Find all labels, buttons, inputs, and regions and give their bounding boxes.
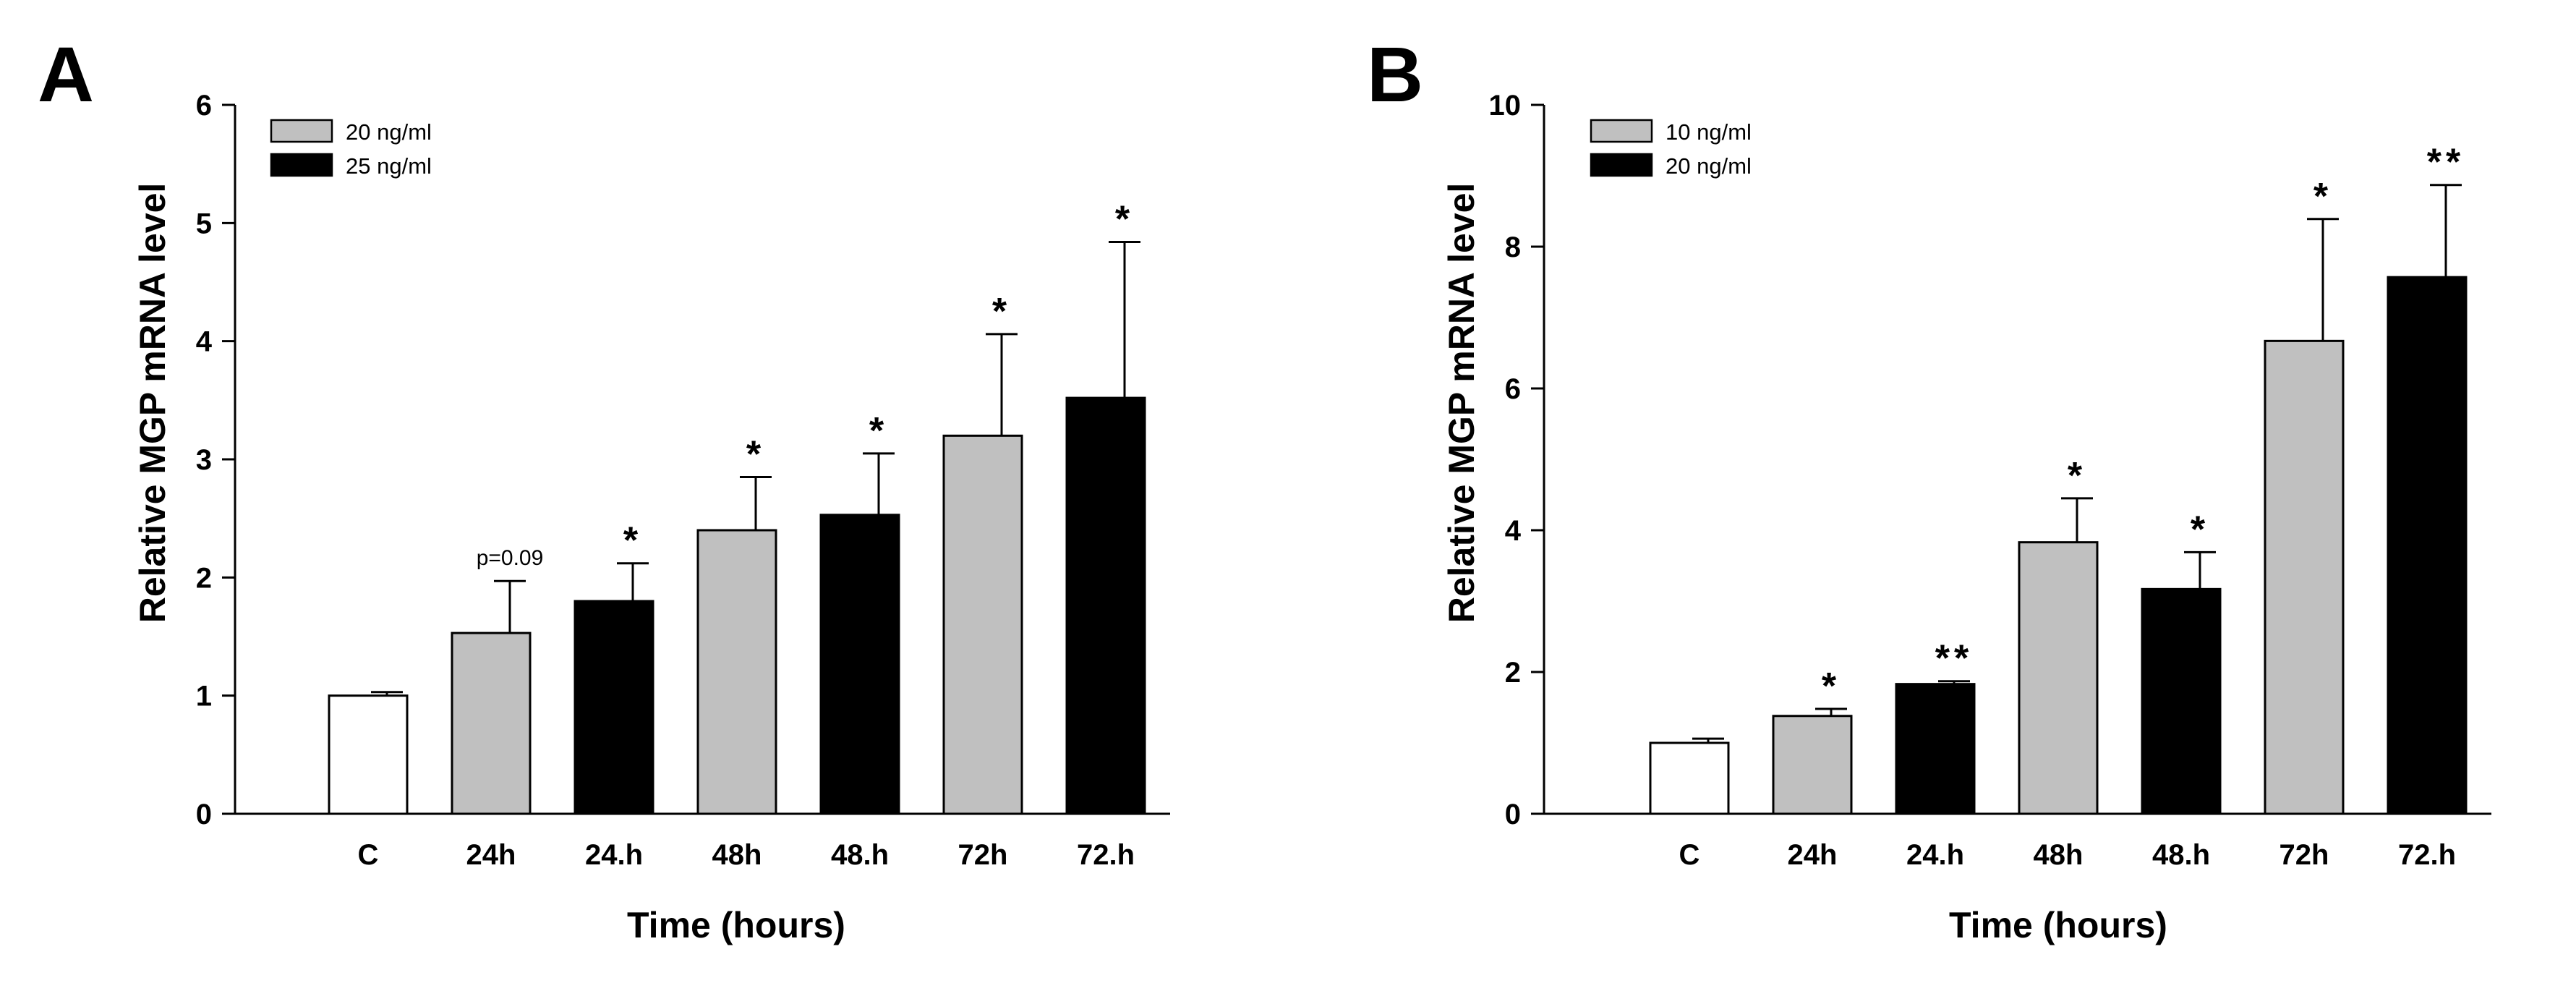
bar-48-doth <box>2141 587 2222 815</box>
bar-72h <box>942 434 1023 815</box>
legend-swatch <box>270 119 333 143</box>
panel-a-y-axis-title: Relative MGP mRNA level <box>132 183 173 624</box>
panel-a-plot-area: Cp=0.09 24h * 24.h * 48h * 48.h * 72h * 72.h 0 1 2 3 4 5 6… <box>196 90 1170 871</box>
legend-swatch <box>270 153 333 177</box>
significance-marker: * <box>992 291 1011 333</box>
x-tick-label: 48.h <box>2152 839 2210 871</box>
y-tick-label: 3 <box>196 444 212 476</box>
x-tick-label: 24.h <box>1906 839 1964 871</box>
significance-marker: ** <box>1935 638 1973 680</box>
y-tick-label: 0 <box>1505 799 1521 830</box>
x-tick-label: 48h <box>712 839 762 871</box>
panel-b-plot-area: C * 24h ** 24.h * 48h * 48.h * 72h ** 72.h 0 2 4 6 8 10 10 … <box>1489 90 2491 871</box>
panel-a-x-axis-title: Time (hours) <box>627 905 845 945</box>
x-tick-label: 72h <box>2279 839 2329 871</box>
significance-marker: * <box>2313 176 2332 218</box>
x-tick-label: 72.h <box>2398 839 2456 871</box>
bar-48h <box>696 529 777 815</box>
legend-label: 25 ng/ml <box>346 153 432 179</box>
significance-marker: ** <box>2427 142 2465 184</box>
legend-swatch <box>1590 153 1653 177</box>
bar-24-doth <box>573 600 654 815</box>
significance-marker: * <box>2068 455 2086 497</box>
bar-48h <box>2018 541 2099 815</box>
y-tick-label: 4 <box>196 326 213 358</box>
significance-marker: * <box>623 520 642 562</box>
x-tick-label: 48.h <box>831 839 889 871</box>
legend-label: 20 ng/ml <box>346 119 432 145</box>
bar-24-doth <box>1895 683 1976 815</box>
y-tick-label: 10 <box>1489 90 1522 122</box>
panel-b-y-axis-title: Relative MGP mRNA level <box>1441 183 1482 624</box>
x-tick-label: 72h <box>958 839 1008 871</box>
bar-72-doth <box>2387 276 2468 815</box>
panel-b: B Relative MGP mRNA level Time (hours) C… <box>1367 30 2491 945</box>
x-tick-label: 24h <box>1788 839 1838 871</box>
significance-marker: * <box>1822 665 1841 707</box>
panel-b-letter: B <box>1367 30 1423 118</box>
y-tick-label: 6 <box>1505 373 1521 405</box>
bar-C <box>328 694 409 815</box>
panel-a: A Relative MGP mRNA level Time (hours) C… <box>38 30 1170 945</box>
bar-24h <box>451 631 532 815</box>
x-tick-label: C <box>1679 839 1700 871</box>
p-value-label: p=0.09 <box>477 546 544 570</box>
legend-label: 20 ng/ml <box>1666 153 1752 179</box>
y-tick-label: 5 <box>196 208 212 239</box>
bar-24h <box>1772 715 1853 815</box>
bar-48-doth <box>819 514 900 815</box>
y-tick-label: 6 <box>196 90 212 122</box>
x-tick-label: 24h <box>466 839 516 871</box>
x-tick-label: 72.h <box>1077 839 1135 871</box>
bar-C <box>1649 741 1730 815</box>
significance-marker: * <box>869 410 888 452</box>
legend-swatch <box>1590 119 1653 143</box>
panel-a-letter: A <box>38 30 94 118</box>
significance-marker: * <box>746 434 765 476</box>
x-tick-label: C <box>358 839 379 871</box>
y-tick-label: 0 <box>196 799 212 830</box>
significance-marker: * <box>1115 198 1134 240</box>
panel-b-x-axis-title: Time (hours) <box>1949 905 2167 945</box>
y-tick-label: 8 <box>1505 231 1521 263</box>
legend-label: 10 ng/ml <box>1666 119 1752 145</box>
y-tick-label: 1 <box>196 681 212 713</box>
x-tick-label: 48h <box>2034 839 2084 871</box>
significance-marker: * <box>2191 509 2209 550</box>
y-tick-label: 2 <box>196 562 212 594</box>
y-tick-label: 4 <box>1505 515 1522 547</box>
bar-72h <box>2264 339 2345 815</box>
bar-72-doth <box>1065 396 1146 815</box>
x-tick-label: 24.h <box>585 839 643 871</box>
y-tick-label: 2 <box>1505 657 1521 689</box>
